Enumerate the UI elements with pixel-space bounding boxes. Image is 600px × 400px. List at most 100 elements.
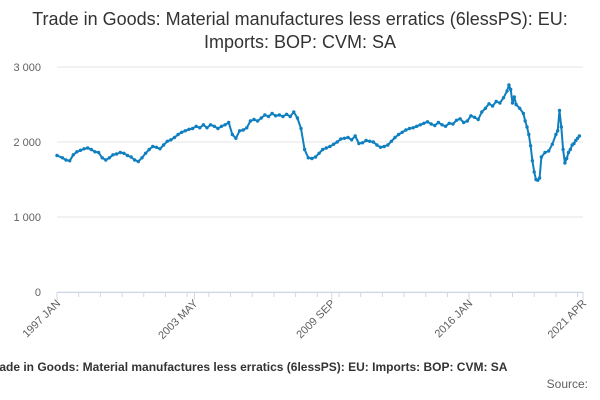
data-point[interactable]	[440, 123, 444, 127]
data-point[interactable]	[465, 119, 469, 123]
data-point[interactable]	[75, 150, 79, 154]
data-point[interactable]	[509, 87, 513, 92]
data-point[interactable]	[339, 137, 343, 141]
data-point[interactable]	[241, 128, 245, 132]
data-point[interactable]	[201, 123, 206, 127]
data-point[interactable]	[227, 120, 231, 125]
data-point[interactable]	[114, 152, 119, 156]
data-point[interactable]	[572, 141, 576, 146]
data-point[interactable]	[357, 141, 361, 146]
data-point[interactable]	[378, 145, 383, 149]
data-point[interactable]	[514, 102, 518, 107]
data-point[interactable]	[566, 150, 571, 155]
data-point[interactable]	[118, 150, 123, 155]
data-point[interactable]	[386, 143, 390, 147]
data-point[interactable]	[259, 116, 263, 120]
data-point[interactable]	[532, 170, 536, 174]
data-point[interactable]	[219, 124, 224, 128]
data-point[interactable]	[277, 113, 281, 117]
data-point[interactable]	[505, 89, 509, 93]
data-point[interactable]	[266, 114, 271, 119]
data-point[interactable]	[371, 140, 375, 144]
data-point[interactable]	[234, 136, 238, 140]
data-point[interactable]	[525, 125, 529, 129]
data-point[interactable]	[494, 99, 498, 104]
data-point[interactable]	[89, 147, 94, 152]
data-point[interactable]	[472, 115, 477, 120]
data-point[interactable]	[364, 138, 368, 143]
data-point[interactable]	[310, 156, 314, 161]
data-point[interactable]	[306, 156, 310, 160]
data-point[interactable]	[512, 95, 516, 99]
data-point[interactable]	[530, 159, 535, 163]
data-point[interactable]	[107, 156, 112, 160]
data-point[interactable]	[454, 118, 459, 123]
data-point[interactable]	[328, 144, 332, 149]
data-point[interactable]	[501, 96, 506, 100]
data-point[interactable]	[55, 153, 59, 158]
data-point[interactable]	[518, 106, 522, 111]
data-point[interactable]	[129, 155, 133, 159]
data-point[interactable]	[521, 111, 526, 116]
data-point[interactable]	[136, 159, 140, 164]
data-point[interactable]	[96, 150, 101, 155]
data-point[interactable]	[425, 120, 430, 124]
data-point[interactable]	[111, 153, 115, 157]
data-point[interactable]	[281, 114, 285, 119]
data-point[interactable]	[299, 126, 303, 131]
data-point[interactable]	[172, 135, 177, 140]
data-point[interactable]	[60, 156, 65, 160]
data-point[interactable]	[158, 147, 162, 151]
data-point[interactable]	[561, 147, 565, 152]
data-point[interactable]	[183, 129, 187, 133]
data-point[interactable]	[396, 132, 401, 137]
data-point[interactable]	[313, 155, 318, 159]
data-point[interactable]	[198, 126, 202, 130]
data-point[interactable]	[458, 117, 462, 121]
data-point[interactable]	[230, 132, 234, 137]
data-point[interactable]	[433, 123, 437, 128]
data-point[interactable]	[125, 153, 130, 158]
data-point[interactable]	[451, 122, 455, 126]
data-point[interactable]	[490, 104, 495, 108]
data-point[interactable]	[559, 125, 563, 129]
data-point[interactable]	[498, 101, 502, 105]
data-point[interactable]	[568, 147, 572, 152]
data-point[interactable]	[187, 127, 191, 131]
data-point[interactable]	[462, 120, 466, 125]
data-point[interactable]	[382, 144, 386, 149]
data-point[interactable]	[194, 124, 198, 128]
data-point[interactable]	[483, 106, 488, 111]
data-point[interactable]	[577, 134, 582, 138]
data-point[interactable]	[122, 151, 126, 155]
data-point[interactable]	[510, 101, 515, 105]
data-point[interactable]	[565, 156, 569, 161]
data-point[interactable]	[284, 112, 289, 117]
data-point[interactable]	[469, 114, 473, 118]
data-point[interactable]	[288, 114, 292, 119]
data-point[interactable]	[143, 151, 148, 155]
data-point[interactable]	[368, 139, 372, 143]
data-point[interactable]	[180, 130, 184, 134]
data-point[interactable]	[507, 83, 511, 87]
data-point[interactable]	[252, 117, 256, 122]
data-point[interactable]	[82, 147, 86, 151]
data-point[interactable]	[342, 136, 347, 140]
data-point[interactable]	[547, 149, 551, 153]
data-point[interactable]	[274, 114, 278, 118]
data-point[interactable]	[349, 138, 354, 142]
data-point[interactable]	[302, 147, 307, 152]
data-point[interactable]	[429, 122, 433, 126]
data-point[interactable]	[140, 156, 144, 160]
data-point[interactable]	[237, 129, 242, 133]
data-point[interactable]	[527, 132, 531, 137]
data-point[interactable]	[133, 158, 137, 162]
data-point[interactable]	[324, 146, 328, 150]
data-point[interactable]	[208, 123, 213, 127]
data-point[interactable]	[248, 119, 253, 123]
data-point[interactable]	[68, 159, 72, 163]
data-point[interactable]	[447, 121, 451, 126]
data-point[interactable]	[487, 102, 491, 106]
data-point[interactable]	[422, 121, 426, 126]
data-point[interactable]	[400, 130, 404, 134]
